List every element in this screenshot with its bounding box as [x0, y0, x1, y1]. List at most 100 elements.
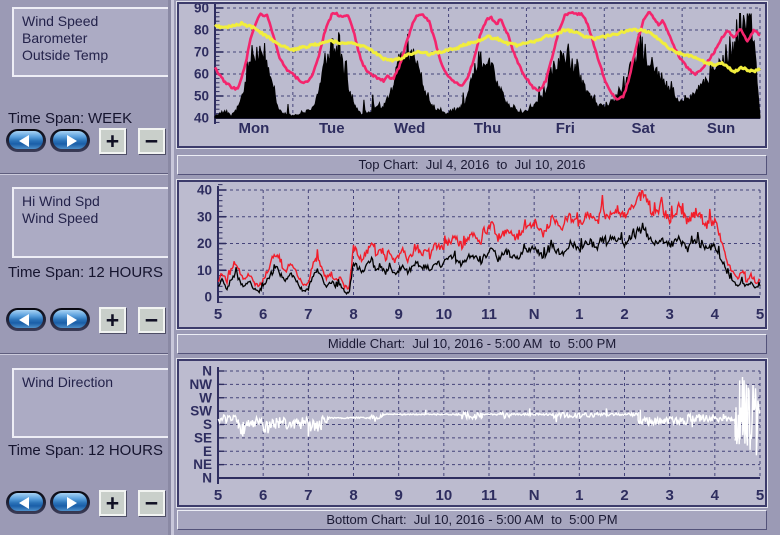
legend-item[interactable]: Wind Direction	[22, 374, 114, 390]
legend-item[interactable]: Hi Wind Spd	[22, 193, 100, 209]
svg-text:10: 10	[435, 487, 452, 504]
svg-text:60: 60	[194, 67, 209, 82]
top-chart-legend-box[interactable]: Wind Speed Barometer Outside Temp	[12, 7, 170, 77]
right-arrow-icon	[67, 134, 77, 147]
svg-text:3: 3	[665, 306, 673, 323]
svg-text:W: W	[199, 390, 212, 405]
svg-text:SW: SW	[190, 404, 212, 419]
minus-icon: −	[144, 128, 159, 154]
bottom-chart-legend-box[interactable]: Wind Direction	[12, 368, 170, 438]
svg-text:N: N	[529, 306, 540, 323]
svg-text:11: 11	[481, 487, 497, 504]
caption-text: Top Chart: Jul 4, 2016 to Jul 10, 2016	[358, 157, 586, 172]
middle-chart-legend-box[interactable]: Hi Wind Spd Wind Speed	[12, 187, 170, 258]
middle-chart-caption: Middle Chart: Jul 10, 2016 - 5:00 AM to …	[177, 334, 767, 354]
svg-text:10: 10	[197, 263, 212, 278]
left-arrow-icon	[19, 134, 29, 147]
time-span-label: Time Span:	[8, 110, 85, 127]
section-divider	[0, 353, 168, 355]
svg-text:70: 70	[194, 45, 209, 60]
svg-text:Fri: Fri	[556, 120, 575, 137]
svg-text:2: 2	[620, 487, 628, 504]
svg-text:0: 0	[204, 290, 212, 305]
svg-text:6: 6	[259, 487, 267, 504]
top-chart-zoom-out-button[interactable]: −	[138, 128, 165, 154]
svg-text:40: 40	[197, 183, 212, 198]
top-chart-caption: Top Chart: Jul 4, 2016 to Jul 10, 2016	[177, 155, 767, 175]
svg-text:40: 40	[194, 111, 209, 126]
svg-text:4: 4	[711, 306, 720, 323]
legend-item[interactable]: Barometer	[22, 30, 88, 46]
svg-text:1: 1	[575, 306, 583, 323]
svg-text:8: 8	[349, 487, 357, 504]
middle-chart-next-button[interactable]	[50, 308, 90, 331]
svg-text:Sun: Sun	[707, 120, 735, 137]
svg-text:Tue: Tue	[319, 120, 345, 137]
svg-text:5: 5	[756, 487, 764, 504]
svg-text:11: 11	[481, 306, 497, 323]
svg-text:N: N	[202, 471, 212, 486]
sidebar-chart-divider	[168, 0, 174, 535]
svg-text:80: 80	[194, 23, 209, 38]
middle-chart-panel: 0 10 20 30 40 5 6 7 8 9 10 11 N 1 2 3 4 5	[176, 179, 768, 330]
bottom-chart-caption: Bottom Chart: Jul 10, 2016 - 5:00 AM to …	[177, 510, 767, 530]
top-chart: 40 50 60 70 80 90 Mon Tue Wed Thu Fri Sat Sun	[194, 4, 762, 137]
left-arrow-icon	[19, 496, 29, 509]
time-span-row: Time Span: WEEK	[0, 110, 168, 130]
svg-text:SE: SE	[194, 430, 212, 445]
svg-text:90: 90	[194, 4, 209, 16]
top-chart-panel: 40 50 60 70 80 90 Mon Tue Wed Thu Fri Sat Sun	[176, 1, 768, 149]
svg-text:Mon: Mon	[239, 120, 270, 137]
time-span-row: Time Span: 12 HOURS	[0, 442, 168, 462]
svg-text:9: 9	[394, 487, 402, 504]
bottom-chart-next-button[interactable]	[50, 491, 90, 514]
svg-text:7: 7	[304, 306, 312, 323]
svg-text:7: 7	[304, 487, 312, 504]
plus-icon: +	[105, 490, 120, 516]
right-arrow-icon	[67, 313, 77, 326]
legend-item[interactable]: Wind Speed	[22, 13, 99, 29]
svg-text:NW: NW	[190, 377, 213, 392]
bottom-chart-zoom-out-button[interactable]: −	[138, 490, 165, 516]
time-span-value: 12 HOURS	[88, 442, 164, 459]
minus-icon: −	[144, 490, 159, 516]
middle-chart-prev-button[interactable]	[6, 308, 46, 331]
middle-chart-zoom-in-button[interactable]: +	[99, 307, 126, 333]
legend-item[interactable]: Wind Speed	[22, 210, 99, 226]
svg-text:2: 2	[620, 306, 628, 323]
svg-text:50: 50	[194, 89, 209, 104]
svg-text:Thu: Thu	[474, 120, 502, 137]
time-span-row: Time Span: 12 HOURS	[0, 264, 168, 284]
caption-text: Middle Chart: Jul 10, 2016 - 5:00 AM to …	[327, 336, 617, 351]
legend-item[interactable]: Outside Temp	[22, 47, 109, 63]
svg-text:Sat: Sat	[632, 120, 655, 137]
svg-text:S: S	[203, 417, 212, 432]
svg-text:5: 5	[214, 487, 222, 504]
left-arrow-icon	[19, 313, 29, 326]
svg-text:9: 9	[394, 306, 402, 323]
svg-text:5: 5	[214, 306, 222, 323]
svg-text:8: 8	[349, 306, 357, 323]
caption-text: Bottom Chart: Jul 10, 2016 - 5:00 AM to …	[326, 512, 618, 527]
svg-text:N: N	[202, 364, 212, 379]
svg-text:4: 4	[711, 487, 720, 504]
bottom-chart-zoom-in-button[interactable]: +	[99, 490, 126, 516]
time-span-value: WEEK	[88, 110, 133, 127]
top-chart-zoom-in-button[interactable]: +	[99, 128, 126, 154]
time-span-label: Time Span:	[8, 264, 85, 281]
svg-text:NE: NE	[193, 457, 212, 472]
minus-icon: −	[144, 307, 159, 333]
svg-text:10: 10	[435, 306, 452, 323]
svg-text:N: N	[529, 487, 540, 504]
middle-chart-zoom-out-button[interactable]: −	[138, 307, 165, 333]
bottom-chart-prev-button[interactable]	[6, 491, 46, 514]
svg-text:30: 30	[197, 209, 212, 224]
top-chart-next-button[interactable]	[50, 129, 90, 152]
right-arrow-icon	[67, 496, 77, 509]
svg-text:E: E	[203, 444, 212, 459]
svg-text:20: 20	[197, 236, 212, 251]
svg-text:1: 1	[575, 487, 583, 504]
top-chart-prev-button[interactable]	[6, 129, 46, 152]
